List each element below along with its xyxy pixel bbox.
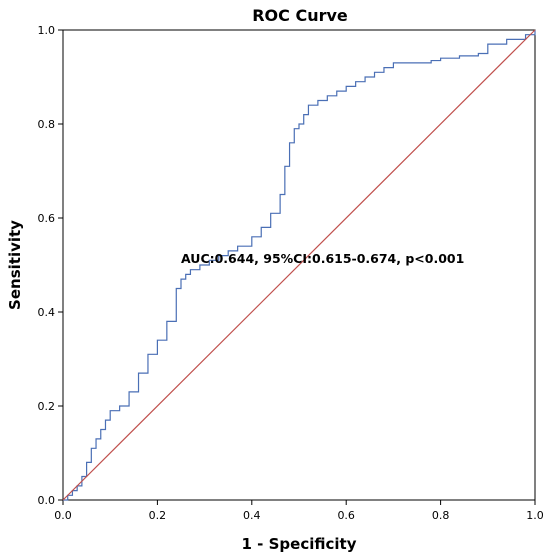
series-layer (62, 29, 536, 501)
x-axis-label: 1 - Specificity (242, 535, 357, 553)
x-tick-label: 1.0 (526, 509, 544, 522)
y-tick-label: 0.0 (38, 494, 56, 507)
y-tick-label: 0.8 (38, 118, 56, 131)
y-tick-label: 1.0 (38, 24, 56, 37)
x-axis-ticks: 0.0 0.2 0.4 0.6 0.8 1.0 (54, 500, 544, 522)
x-tick-label: 0.2 (149, 509, 167, 522)
chart-title: ROC Curve (252, 6, 348, 25)
y-tick-label: 0.6 (38, 212, 56, 225)
x-tick-label: 0.4 (243, 509, 261, 522)
y-axis-ticks: 0.0 0.2 0.4 0.6 0.8 1.0 (38, 24, 63, 507)
x-tick-label: 0.6 (337, 509, 355, 522)
auc-annotation: AUC:0.644, 95%CI:0.615-0.674, p<0.001 (181, 251, 464, 266)
y-axis-label: Sensitivity (6, 220, 24, 310)
y-tick-label: 0.4 (38, 306, 56, 319)
y-tick-label: 0.2 (38, 400, 56, 413)
plot-frame (62, 29, 536, 501)
x-tick-label: 0.8 (432, 509, 450, 522)
roc-curve-line (63, 30, 536, 501)
x-tick-label: 0.0 (54, 509, 72, 522)
reference-diagonal-line (62, 29, 536, 501)
